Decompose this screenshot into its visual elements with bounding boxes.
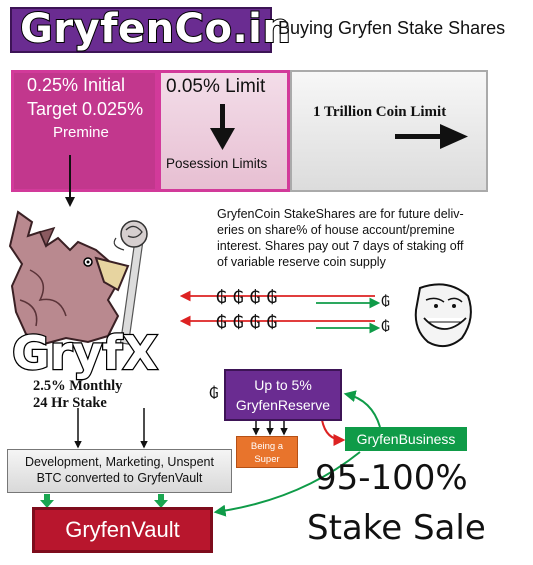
currency-icon: ₲	[266, 313, 284, 333]
initial-target-box	[11, 70, 158, 192]
limit-subtitle: Posession Limits	[166, 156, 268, 171]
connector-tab	[158, 494, 164, 504]
development-box: Development, Marketing, Unspent BTC conv…	[7, 449, 232, 493]
connector-arrow	[321, 419, 346, 446]
currency-icon: ₲	[381, 294, 390, 310]
exchange-arrows-top	[179, 290, 381, 309]
development-line-1: Development, Marketing, Unspent	[25, 455, 214, 469]
super-user-line-1: Being a Super	[250, 441, 284, 465]
currency-icon: ₲	[216, 313, 233, 333]
super-user-line-2: User	[256, 467, 278, 478]
description-line: of variable reserve coin supply	[217, 255, 386, 269]
page-title: Buying Gryfen Stake Shares	[278, 18, 506, 38]
connector-tab	[44, 494, 50, 504]
currency-row-bottom: ₲₲₲₲	[216, 313, 283, 333]
reserve-line-2: GryfenReserve	[235, 397, 331, 413]
initial-line-3: Premine	[53, 124, 109, 141]
currency-icon: ₲	[249, 288, 267, 308]
currency-icon: ₲	[249, 313, 267, 333]
down-arrow-icon	[210, 104, 235, 150]
logo-text: GryfenCo.in	[19, 5, 292, 53]
currency-icon: ₲	[266, 288, 284, 308]
gryfx-stake-line-2: 24 Hr Stake	[33, 395, 107, 411]
initial-line-1: 0.25% Initial	[27, 75, 126, 95]
stake-sale-label: Stake Sale	[307, 508, 486, 548]
currency-icon: ₲	[209, 384, 219, 402]
gryfen-reserve-box: Up to 5% GryfenReserve	[224, 369, 342, 421]
griffin-icon	[8, 210, 148, 346]
currency-icon: ₲	[216, 288, 233, 308]
gryfx-label: GryfX	[11, 326, 159, 380]
connector-arrow	[213, 451, 361, 517]
trollface-icon	[414, 283, 472, 348]
limit-title: 0.05% Limit	[166, 76, 266, 97]
development-line-2: BTC converted to GryfenVault	[36, 471, 203, 485]
description-line: interest. Shares pay out 7 days of staki…	[217, 239, 464, 253]
currency-row-top: ₲₲₲₲	[216, 288, 283, 308]
exchange-arrows-bottom	[179, 315, 381, 334]
description-line: GryfenCoin StakeShares are for future de…	[217, 207, 464, 221]
logo-banner	[10, 7, 272, 53]
right-arrow-icon	[395, 124, 468, 149]
stakeshares-description: GryfenCoin StakeShares are for future de…	[217, 206, 507, 270]
connector-arrow	[343, 390, 381, 428]
description-line: eries on share% of house account/premine	[217, 223, 455, 237]
currency-icon: ₲	[381, 319, 390, 335]
gryfen-vault-box: GryfenVault	[32, 507, 213, 553]
currency-icon: ₲	[232, 288, 250, 308]
currency-icon: ₲	[232, 313, 250, 333]
stake-sale-percent: 95-100%	[315, 458, 468, 498]
gryfen-business-box: GryfenBusiness	[345, 427, 467, 451]
initial-line-2: Target 0.025%	[27, 99, 144, 119]
coin-limit-text: 1 Trillion Coin Limit	[313, 104, 447, 120]
reserve-line-1: Up to 5%	[254, 377, 312, 393]
super-user-box: Being a Super User	[236, 436, 298, 478]
gryfx-stake-line-1: 2.5% Monthly	[33, 378, 123, 394]
